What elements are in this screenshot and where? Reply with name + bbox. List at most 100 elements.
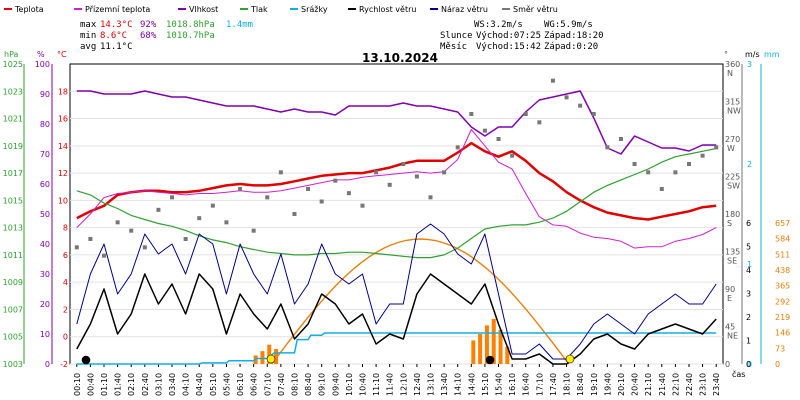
- wind-dir-point: [510, 153, 515, 158]
- tick-wind-dir: 90: [725, 285, 735, 294]
- tick-temp: 12: [58, 169, 68, 178]
- tick-wind-ms: 2: [747, 160, 752, 169]
- x-tick-label: 16:40: [522, 373, 531, 396]
- tick-pressure: 1007: [3, 305, 23, 314]
- wind-dir-point: [74, 245, 79, 250]
- plot-frame: [23, 63, 762, 365]
- rain-bar: [498, 329, 503, 364]
- wind-dir-point: [618, 137, 623, 141]
- tick-wind-dir: 45: [725, 323, 735, 332]
- rain-bar: [274, 348, 279, 364]
- rain-bar: [478, 333, 483, 364]
- tick-wind-dir: 180: [725, 210, 740, 219]
- wind-dir-point: [714, 145, 719, 150]
- tick-wind-dir: 360: [725, 60, 740, 69]
- unit-labels: hPa % °C ° m/s mm čas: [4, 50, 780, 379]
- tick-pressure: 1005: [3, 333, 23, 342]
- tick-wind-dir-name: W: [727, 144, 735, 153]
- x-tick-label: 14:10: [454, 373, 463, 396]
- wind-dir-point: [306, 187, 311, 191]
- unit-hpa: hPa: [4, 50, 19, 59]
- x-tick-label: 09:40: [331, 373, 340, 396]
- x-axis: 00:10 00:40 01:10 01:40 02:10 02:40 03:10 03:40…: [73, 364, 721, 396]
- stat-max-hum: 92%: [140, 20, 157, 30]
- tick-temp: -2: [60, 360, 68, 369]
- chart-title: 13.10.2024: [362, 51, 438, 65]
- wind-dir-point: [455, 145, 460, 150]
- tick-pressure: 1013: [3, 224, 23, 233]
- x-tick-label: 18:40: [576, 373, 585, 396]
- plot-area: [74, 78, 719, 365]
- tick-temp: 0: [63, 333, 68, 342]
- wind-dir-point: [251, 228, 256, 233]
- stat-max-rain: 1.4mm: [226, 20, 253, 30]
- wind-dir-point: [605, 145, 610, 150]
- wind-dir-point: [102, 253, 107, 258]
- stat-min-hum: 68%: [140, 31, 157, 41]
- wind-dir-point: [170, 195, 175, 200]
- x-tick-label: 10:10: [345, 373, 354, 396]
- rain-bar: [505, 346, 510, 364]
- tick-wind-dir-name: NE: [727, 332, 738, 341]
- tick-temp: 14: [58, 142, 68, 151]
- rain-bar: [491, 318, 496, 364]
- x-tick-label: 22:40: [685, 373, 694, 396]
- tick-wind-dir-name: NW: [727, 107, 741, 116]
- wind-dir-point: [292, 212, 297, 216]
- x-tick-label: 10:40: [358, 373, 367, 396]
- tick-precip-left: 5: [746, 243, 751, 252]
- tick-precip-right: 292: [775, 297, 790, 306]
- x-tick-label: 12:40: [413, 373, 422, 396]
- x-tick-label: 08:10: [290, 373, 299, 396]
- x-tick-label: 20:10: [617, 373, 626, 396]
- wind-dir-point: [88, 237, 93, 241]
- x-tick-label: 15:10: [481, 373, 490, 396]
- tick-wind-dir: 270: [725, 135, 740, 144]
- series-line: [76, 147, 717, 259]
- x-tick-label: 16:10: [508, 373, 517, 396]
- tick-precip-left: 1: [746, 337, 751, 346]
- x-tick-label: 05:10: [209, 373, 218, 396]
- wind-dir-point: [428, 195, 433, 200]
- unit-deg: °: [724, 50, 728, 59]
- wind-dir-point: [646, 170, 651, 175]
- x-tick-label: 06:10: [236, 373, 245, 396]
- tick-precip-right: 146: [775, 329, 790, 338]
- x-tick-label: 11:10: [372, 373, 381, 396]
- tick-pressure: 1015: [3, 196, 23, 205]
- y-axes: 1025102310211019101710151013101110091007…: [3, 60, 791, 369]
- stat-sunrise: Východ:07:25: [476, 31, 541, 41]
- stat-sunset: Západ:18:20: [544, 31, 604, 41]
- x-tick-label: 06:40: [250, 373, 259, 396]
- x-tick-label: 20:40: [631, 373, 640, 396]
- wind-dir-point: [115, 220, 120, 225]
- tick-precip-right: 219: [775, 313, 790, 322]
- legend: Teplota Přízemní teplota Vlhkost Tlak Srážky…: [4, 5, 558, 14]
- wind-dir-point: [482, 128, 487, 133]
- x-tick-label: 23:40: [712, 373, 721, 396]
- x-tick-label: 02:40: [141, 373, 150, 396]
- series-line: [76, 129, 717, 249]
- x-tick-label: 00:10: [73, 373, 82, 396]
- tick-precip-left: 4: [746, 266, 751, 275]
- tick-pressure: 1009: [3, 278, 23, 287]
- wind-dir-point: [197, 216, 202, 221]
- wind-dir-point: [142, 245, 147, 250]
- legend-item: Přízemní teplota: [85, 5, 150, 14]
- series-line: [76, 141, 717, 221]
- wind-dir-point: [686, 162, 691, 166]
- tick-precip-right: 511: [775, 250, 790, 259]
- wind-dir-point: [442, 170, 447, 175]
- sun-moon-marker: [266, 354, 276, 364]
- stat-max-press: 1018.8hPa: [166, 20, 215, 30]
- tick-wind-dir-name: SW: [727, 182, 740, 191]
- stat-min-press: 1010.7hPa: [166, 31, 215, 41]
- tick-humidity: 50: [40, 210, 50, 219]
- tick-temp: 4: [63, 278, 68, 287]
- wind-dir-point: [224, 220, 229, 225]
- legend-item: Teplota: [14, 5, 44, 14]
- tick-humidity: 0: [45, 360, 50, 369]
- tick-wind-dir: 135: [725, 248, 740, 257]
- wind-dir-point: [673, 170, 678, 175]
- wind-dir-point: [537, 120, 542, 125]
